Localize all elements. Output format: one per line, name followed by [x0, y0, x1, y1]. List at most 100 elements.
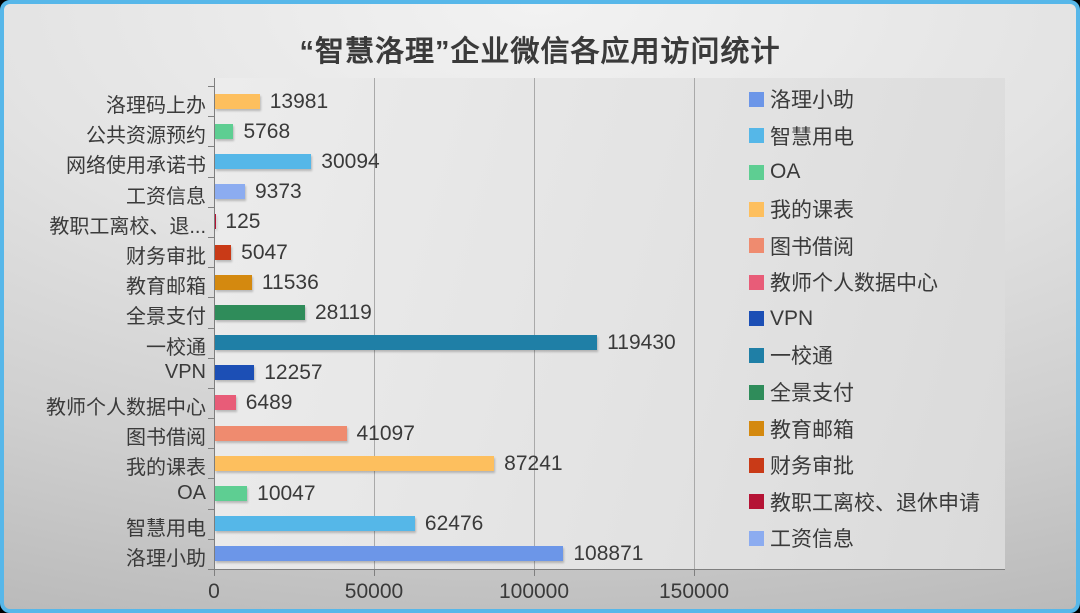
category-label: 洛理码上办	[106, 95, 206, 118]
legend-swatch	[749, 91, 764, 107]
category-label: 一校通	[146, 336, 206, 359]
category-axis: 洛理码上办公共资源预约网络使用承诺书工资信息教职工离校、退... 财务审批教育邮箱…	[4, 78, 206, 570]
legend-item: 全景支付	[749, 374, 980, 411]
gridline	[374, 78, 375, 569]
y-axis-tick	[208, 418, 214, 420]
category-label: 教育邮箱	[126, 276, 206, 299]
legend-swatch	[749, 238, 764, 254]
legend-item: OA	[749, 154, 980, 191]
y-axis-tick	[208, 297, 214, 299]
y-axis-tick	[208, 116, 214, 118]
legend: 洛理小助 智慧用电 OA 我的课表 图书借阅 教师个人数据中心 VPN 一校通 全景支付 教育邮箱…	[749, 81, 980, 557]
bar-value-label: 119430	[607, 331, 676, 355]
y-axis-tick	[208, 206, 214, 208]
legend-item: 工资信息	[749, 520, 980, 557]
y-axis-tick	[208, 176, 214, 178]
gridline	[534, 78, 535, 569]
y-axis-tick	[208, 357, 214, 359]
legend-label: 全景支付	[770, 382, 854, 406]
bar-value-label: 5768	[243, 119, 291, 143]
legend-swatch	[749, 384, 764, 400]
legend-label: 图书借阅	[770, 235, 854, 259]
x-tick-label: 150000	[658, 580, 730, 603]
legend-label: 洛理小助	[770, 89, 854, 113]
bar-value-label: 30094	[321, 149, 380, 173]
legend-item: 财务审批	[749, 447, 980, 484]
legend-label: OA	[770, 160, 801, 184]
legend-label: 教师个人数据中心	[770, 272, 938, 296]
bar	[215, 123, 234, 139]
bar	[215, 455, 495, 471]
legend-label: 教育邮箱	[770, 418, 854, 442]
legend-swatch	[749, 347, 764, 363]
legend-item: 图书借阅	[749, 227, 980, 264]
legend-item: 我的课表	[749, 191, 980, 228]
y-axis-tick	[208, 327, 214, 329]
legend-swatch	[749, 530, 764, 546]
y-axis-tick	[208, 86, 214, 87]
category-label: 图书借阅	[126, 427, 206, 450]
legend-swatch	[749, 494, 764, 510]
legend-label: 我的课表	[770, 199, 854, 223]
y-axis-tick	[208, 538, 214, 540]
category-label: OA	[177, 481, 206, 504]
legend-item: 洛理小助	[749, 81, 980, 118]
bar	[215, 516, 415, 532]
legend-item: 教育邮箱	[749, 410, 980, 447]
bar	[215, 214, 216, 230]
bar	[215, 304, 305, 320]
legend-label: 教职工离校、退休申请	[770, 491, 980, 515]
category-label: 智慧用电	[126, 517, 206, 540]
legend-label: 工资信息	[770, 528, 854, 552]
bar-value-label: 5047	[241, 240, 288, 264]
bar	[215, 153, 312, 169]
bar-value-label: 11536	[261, 270, 319, 294]
legend-swatch	[749, 164, 764, 180]
category-label: 网络使用承诺书	[66, 155, 206, 178]
bar-value-label: 6489	[245, 391, 293, 415]
bar	[215, 244, 232, 260]
category-label: 洛理小助	[126, 547, 206, 570]
legend-swatch	[749, 311, 764, 327]
x-tick-label: 0	[208, 580, 220, 603]
category-label: 全景支付	[126, 306, 206, 329]
legend-swatch	[749, 421, 764, 437]
y-axis-tick	[208, 478, 214, 480]
x-tick-label: 100000	[498, 580, 570, 603]
bar-value-label: 10047	[257, 482, 316, 506]
y-axis-tick	[208, 267, 214, 269]
category-label: VPN	[164, 360, 206, 383]
legend-swatch	[749, 457, 764, 473]
y-axis-tick	[208, 448, 214, 450]
y-axis-tick	[208, 387, 214, 389]
bar-value-label: 41097	[356, 421, 415, 445]
category-label: 我的课表	[126, 457, 206, 480]
chart-title: “智慧洛理”企业微信各应用访问统计	[299, 36, 781, 68]
bar-value-label: 62476	[424, 512, 484, 536]
legend-item: 教职工离校、退休申请	[749, 484, 980, 521]
category-label: 教职工离校、退...	[49, 215, 206, 238]
bar-value-label: 28119	[314, 300, 372, 324]
bar-value-label: 125	[225, 210, 261, 234]
category-label: 财务审批	[126, 246, 206, 269]
category-label: 公共资源预约	[86, 125, 206, 148]
category-label: 教师个人数据中心	[46, 396, 206, 419]
bar	[215, 425, 347, 441]
category-label: 工资信息	[126, 185, 206, 208]
bar	[215, 274, 252, 290]
bar-value-label: 87241	[504, 451, 563, 475]
legend-swatch	[749, 128, 764, 144]
legend-swatch	[749, 274, 764, 290]
bar	[215, 546, 564, 562]
x-axis-tick	[534, 570, 535, 576]
x-axis-tick	[374, 570, 375, 576]
legend-swatch	[749, 201, 764, 217]
legend-label: 一校通	[770, 345, 833, 369]
bar-value-label: 9373	[254, 180, 302, 204]
bar	[215, 395, 236, 411]
legend-item: 智慧用电	[749, 118, 980, 155]
y-axis-tick	[208, 508, 214, 510]
bar	[215, 184, 245, 200]
